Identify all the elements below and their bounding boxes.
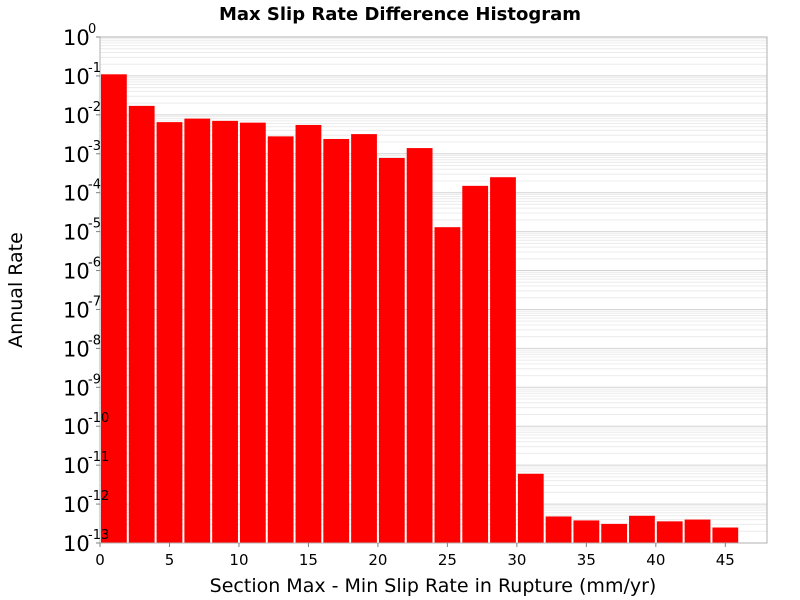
y-tick-label-base: 10	[63, 454, 90, 478]
y-tick-label-exponent: -13	[88, 528, 109, 543]
y-tick-label-base: 10	[63, 376, 90, 400]
y-tick-label-base: 10	[63, 532, 90, 556]
y-tick-label-base: 10	[63, 298, 90, 322]
bar	[545, 516, 572, 543]
y-axis-ticks: 10010-110-210-310-410-510-610-710-810-91…	[63, 22, 109, 556]
x-tick-label: 0	[95, 551, 105, 569]
y-tick-label-exponent: -2	[88, 100, 101, 115]
y-tick-label-base: 10	[63, 415, 90, 439]
bar	[462, 185, 489, 543]
bar	[212, 120, 238, 543]
bar	[629, 515, 655, 543]
plot-frame	[99, 36, 768, 544]
bar	[712, 527, 739, 543]
y-tick-label-exponent: -10	[88, 411, 109, 426]
x-tick-label: 45	[716, 551, 735, 569]
y-tick-label-exponent: -3	[88, 139, 101, 154]
bar	[323, 138, 350, 543]
bar	[656, 521, 683, 543]
y-tick-label-exponent: -1	[88, 61, 101, 76]
x-tick-label: 40	[646, 551, 665, 569]
y-tick-label-base: 10	[63, 104, 90, 128]
x-tick-label: 15	[299, 551, 318, 569]
y-tick-label-exponent: -9	[88, 372, 101, 387]
x-axis-ticks: 0 5 10 15 20 25 30 35 40 45	[95, 543, 735, 569]
y-tick-label-base: 10	[63, 26, 90, 50]
y-axis-label: Annual Rate	[5, 232, 27, 348]
bar	[156, 122, 183, 543]
x-tick-label: 20	[368, 551, 387, 569]
bar	[101, 74, 127, 543]
bars	[101, 74, 739, 544]
x-axis-label: Section Max - Min Slip Rate in Rupture (…	[210, 575, 657, 597]
y-tick-label-exponent: -5	[88, 217, 101, 232]
chart-title: Max Slip Rate Difference Histogram	[219, 4, 581, 25]
x-tick-label: 30	[507, 551, 526, 569]
y-tick-label-base: 10	[63, 493, 90, 517]
x-tick-label: 5	[165, 551, 175, 569]
y-tick-label-base: 10	[63, 337, 90, 361]
y-tick-label-exponent: 0	[88, 22, 96, 37]
bar	[406, 148, 433, 543]
bar	[601, 523, 628, 543]
y-tick-label-exponent: -12	[88, 489, 109, 504]
bar	[128, 105, 155, 543]
major-gridlines	[100, 36, 767, 544]
y-tick-label-base: 10	[63, 65, 90, 89]
y-tick-label-base: 10	[63, 143, 90, 167]
y-tick-label-base: 10	[63, 182, 90, 206]
bar	[184, 118, 211, 543]
bar	[517, 473, 544, 543]
bar	[573, 520, 600, 543]
bar	[684, 519, 711, 543]
y-tick-label-base: 10	[63, 221, 90, 245]
x-tick-label: 35	[577, 551, 596, 569]
bar	[490, 177, 516, 544]
y-tick-label-exponent: -8	[88, 333, 101, 348]
y-tick-label-exponent: -11	[88, 450, 109, 465]
bar	[351, 134, 377, 543]
y-tick-label-exponent: -6	[88, 256, 101, 271]
bar	[378, 157, 405, 543]
x-tick-label: 10	[229, 551, 248, 569]
bar	[267, 136, 294, 543]
x-tick-label: 25	[438, 551, 457, 569]
y-tick-label-exponent: -7	[88, 294, 101, 309]
bar	[239, 122, 266, 544]
bar	[295, 124, 322, 544]
y-tick-label-exponent: -4	[88, 178, 101, 193]
minor-gridlines	[100, 38, 767, 532]
y-tick-label-base: 10	[63, 260, 90, 284]
bar	[434, 227, 461, 543]
